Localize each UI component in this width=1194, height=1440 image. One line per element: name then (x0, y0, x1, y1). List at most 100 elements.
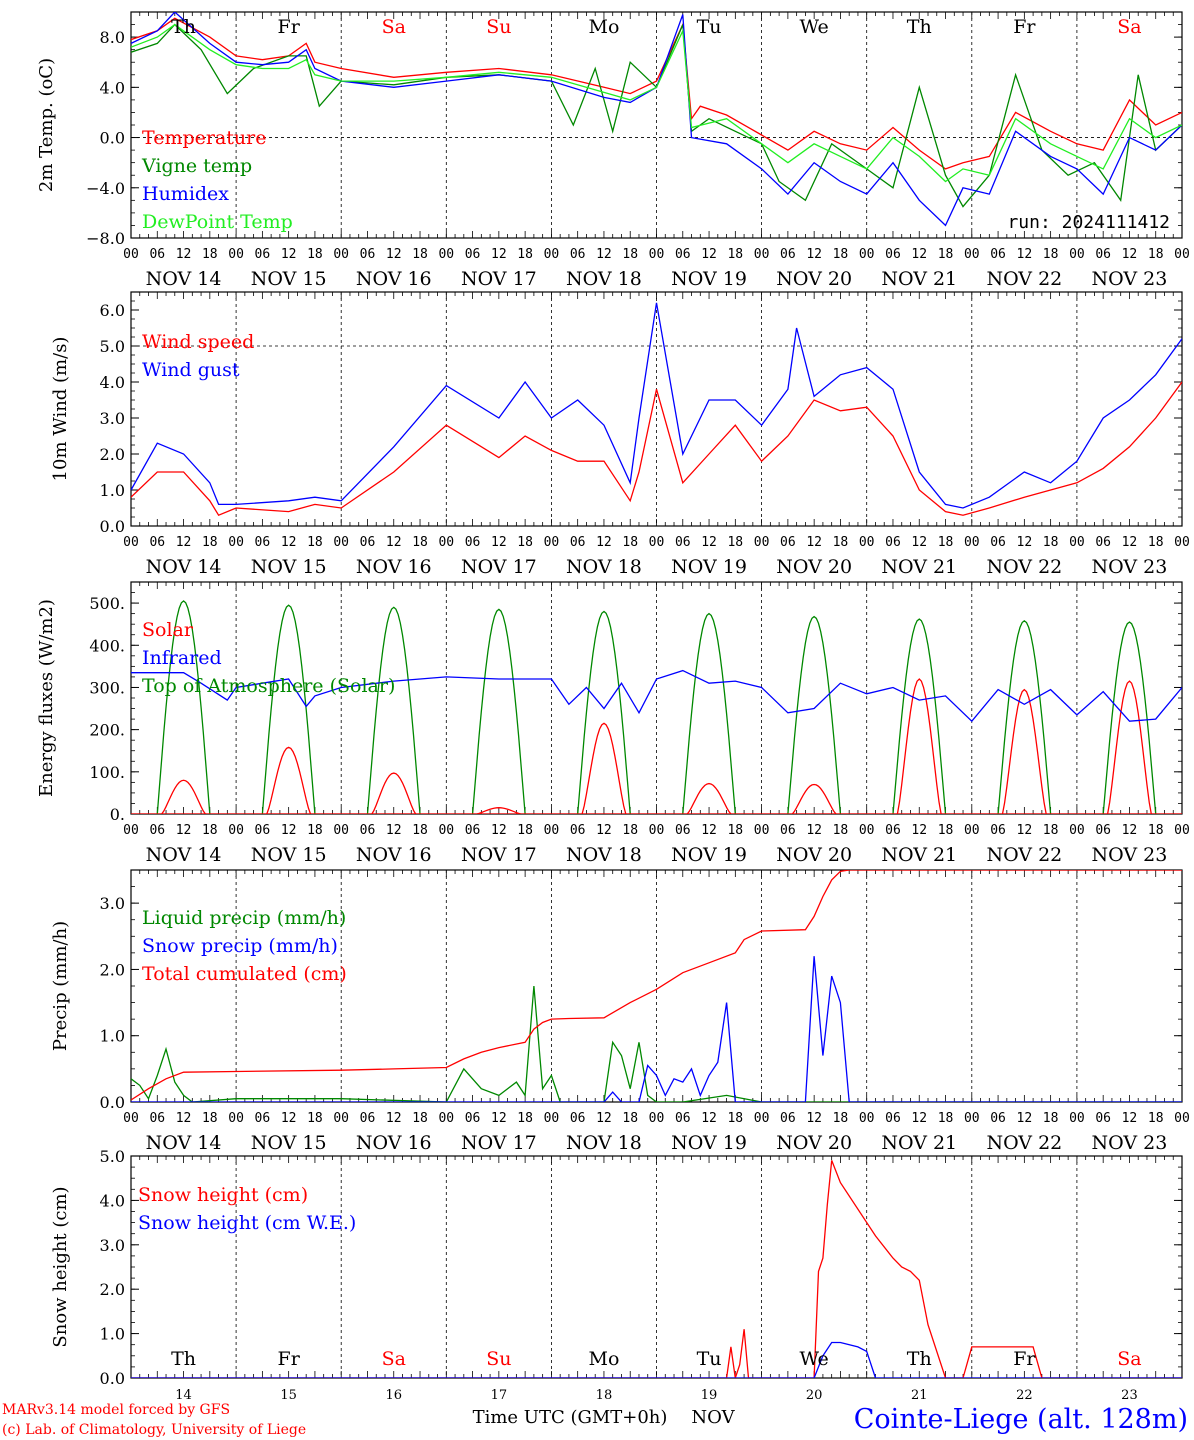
hour-tick-label: 00 (123, 247, 139, 262)
y-tick-label: 3.0 (100, 894, 125, 913)
hour-tick-label: 12 (911, 1111, 927, 1126)
hour-tick-label: 06 (360, 247, 376, 262)
y-axis-title: Energy fluxes (W/m2) (36, 599, 57, 797)
hour-tick-label: 18 (307, 1111, 323, 1126)
series-solar-day (1106, 680, 1152, 814)
hour-tick-label: 12 (1017, 535, 1033, 550)
day-of-week-label: Th (907, 16, 932, 38)
y-tick-label: 0.0 (100, 1093, 125, 1112)
day-number-label: 20 (806, 1388, 823, 1403)
legend-entry: Snow height (cm W.E.) (138, 1212, 356, 1234)
hour-tick-label: 18 (1043, 823, 1059, 838)
y-tick-label: 2.0 (100, 445, 125, 464)
hour-tick-label: 18 (412, 823, 428, 838)
date-label: NOV 19 (671, 844, 747, 866)
legend-entry: Snow precip (mm/h) (142, 935, 338, 957)
station-name: Cointe-Liege (alt. 128m) (854, 1404, 1188, 1435)
series-solar-day (686, 782, 732, 814)
y-axis-title: Precip (mm/h) (50, 921, 71, 1051)
y-tick-label: 3.0 (100, 409, 125, 428)
y-tick-label: 1.0 (100, 1027, 125, 1046)
hour-tick-label: 18 (412, 1111, 428, 1126)
hour-tick-label: 12 (806, 823, 822, 838)
hour-tick-label: 06 (885, 535, 901, 550)
hour-tick-label: 12 (281, 1111, 297, 1126)
series-group (131, 870, 1182, 1102)
panels: −8.0 −4.0 0.0 4.0 8.0 2m Temp. (oC) 00 06 12 18 00… (36, 11, 1190, 1403)
hour-tick-label: 00 (1069, 247, 1085, 262)
date-label: NOV 16 (356, 556, 432, 578)
hour-tick-label: 12 (806, 1111, 822, 1126)
xaxis-unit: NOV (691, 1407, 735, 1428)
hour-tick-label: 18 (517, 247, 533, 262)
hour-tick-label: 06 (990, 247, 1006, 262)
hour-tick-label: 18 (622, 1111, 638, 1126)
y-axis-title: 10m Wind (m/s) (50, 337, 71, 482)
hour-tick-label: 12 (806, 535, 822, 550)
hour-tick-label: 00 (754, 535, 770, 550)
y-tick-label: −8.0 (86, 229, 125, 248)
legend-entry: Wind gust (142, 359, 240, 381)
hour-tick-label: 00 (438, 247, 454, 262)
date-label: NOV 18 (566, 268, 642, 290)
series-precip-0 (131, 985, 1182, 1102)
hour-tick-label: 00 (859, 823, 875, 838)
hour-tick-label: 06 (885, 1111, 901, 1126)
hour-tick-label: 18 (307, 535, 323, 550)
hour-tick-label: 06 (149, 823, 165, 838)
hour-tick-label: 00 (333, 1111, 349, 1126)
date-label: NOV 14 (146, 844, 222, 866)
series-toa-solar-day (892, 618, 947, 814)
legend-entry: Vigne temp (141, 155, 252, 177)
hour-tick-label: 18 (938, 247, 954, 262)
hour-tick-label: 06 (149, 535, 165, 550)
series-group (131, 1160, 1182, 1378)
date-label: NOV 14 (146, 1132, 222, 1154)
series-precip-2 (131, 870, 1182, 1101)
hour-tick-label: 12 (1017, 823, 1033, 838)
hour-tick-label: 18 (833, 535, 849, 550)
day-of-week-label: Fr (278, 16, 301, 38)
y-tick-label: 8.0 (100, 28, 125, 47)
hour-tick-label: 00 (964, 1111, 980, 1126)
hour-tick-label: 18 (938, 1111, 954, 1126)
hour-tick-label: 12 (176, 823, 192, 838)
hour-tick-label: 00 (1069, 823, 1085, 838)
date-label: NOV 19 (671, 1132, 747, 1154)
hour-tick-label: 12 (176, 1111, 192, 1126)
hour-tick-label: 12 (911, 823, 927, 838)
hour-tick-label: 12 (1017, 1111, 1033, 1126)
hour-tick-label: 00 (438, 1111, 454, 1126)
series-infrared (131, 669, 1182, 723)
date-label: NOV 19 (671, 268, 747, 290)
hour-tick-label: 18 (202, 247, 218, 262)
series-solar-day (266, 746, 312, 814)
day-of-week-label: Sa (1117, 16, 1141, 38)
day-of-week-label: Th (171, 1348, 196, 1370)
hour-tick-label: 18 (1148, 247, 1164, 262)
hour-tick-label: 06 (885, 823, 901, 838)
hour-tick-label: 18 (517, 535, 533, 550)
hour-tick-label: 00 (228, 823, 244, 838)
hour-tick-label: 06 (780, 1111, 796, 1126)
hour-tick-label: 00 (649, 247, 665, 262)
hour-tick-label: 00 (754, 247, 770, 262)
hour-tick-label: 06 (675, 823, 691, 838)
date-label: NOV 23 (1092, 556, 1168, 578)
series-group (131, 600, 1182, 814)
hour-tick-label: 18 (622, 247, 638, 262)
hour-tick-label: 00 (228, 1111, 244, 1126)
hour-tick-label: 06 (780, 247, 796, 262)
hour-tick-label: 00 (859, 247, 875, 262)
day-of-week-label: Su (486, 16, 511, 38)
y-tick-label: 300. (89, 678, 125, 697)
hour-tick-label: 06 (570, 535, 586, 550)
hour-tick-label: 00 (438, 823, 454, 838)
hour-tick-label: 18 (412, 247, 428, 262)
hour-tick-label: 12 (491, 247, 507, 262)
series-toa-solar-day (997, 619, 1052, 814)
day-of-week-label: We (800, 16, 829, 38)
hour-tick-label: 18 (1043, 247, 1059, 262)
date-label: NOV 21 (881, 556, 957, 578)
y-tick-label: 3.0 (100, 1236, 125, 1255)
